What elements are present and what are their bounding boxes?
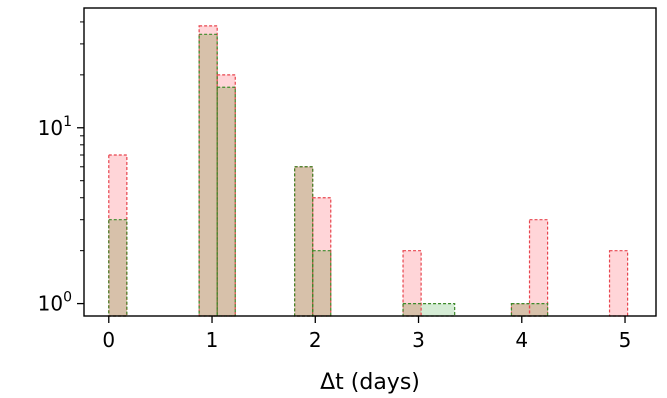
red-bar-5 bbox=[403, 250, 422, 316]
red-bar-edge-7 bbox=[528, 219, 549, 317]
overlap-bar-6 bbox=[511, 303, 530, 316]
x-tick-label-5: 5 bbox=[619, 328, 632, 352]
green-bar-edge-5 bbox=[402, 302, 456, 317]
x-tick-label-2: 2 bbox=[309, 328, 322, 352]
overlap-bar-4 bbox=[312, 250, 331, 316]
x-tick-label-4: 4 bbox=[515, 328, 528, 352]
x-axis-label: Δt (days) bbox=[320, 370, 420, 395]
y-axis-ticks: 100 101 bbox=[38, 21, 84, 316]
y-tick-label-10: 101 bbox=[38, 114, 72, 140]
x-axis-ticks: 0 1 2 3 4 5 bbox=[102, 316, 631, 352]
x-tick-label-1: 1 bbox=[206, 328, 219, 352]
series-red-bars bbox=[108, 25, 628, 317]
red-bar-7 bbox=[529, 219, 548, 316]
overlap-bar-7 bbox=[529, 303, 548, 316]
x-tick-label-3: 3 bbox=[412, 328, 425, 352]
overlap-bar-3 bbox=[294, 166, 313, 316]
green-bar-edge-0 bbox=[108, 219, 128, 317]
overlap-bars bbox=[108, 34, 548, 316]
overlap-bar-5 bbox=[403, 303, 422, 316]
plot-frame bbox=[83, 7, 657, 317]
x-tick-label-0: 0 bbox=[102, 328, 115, 352]
red-bar-8 bbox=[609, 250, 628, 316]
overlap-bar-0 bbox=[108, 219, 127, 316]
overlap-bar-2 bbox=[217, 87, 236, 316]
overlap-bar-1 bbox=[199, 34, 218, 316]
series-red-edges bbox=[108, 25, 629, 317]
y-tick-label-1: 100 bbox=[38, 290, 72, 316]
